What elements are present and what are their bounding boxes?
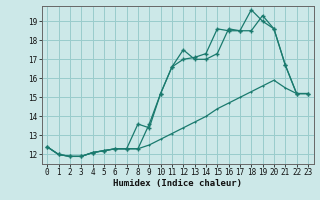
X-axis label: Humidex (Indice chaleur): Humidex (Indice chaleur) <box>113 179 242 188</box>
